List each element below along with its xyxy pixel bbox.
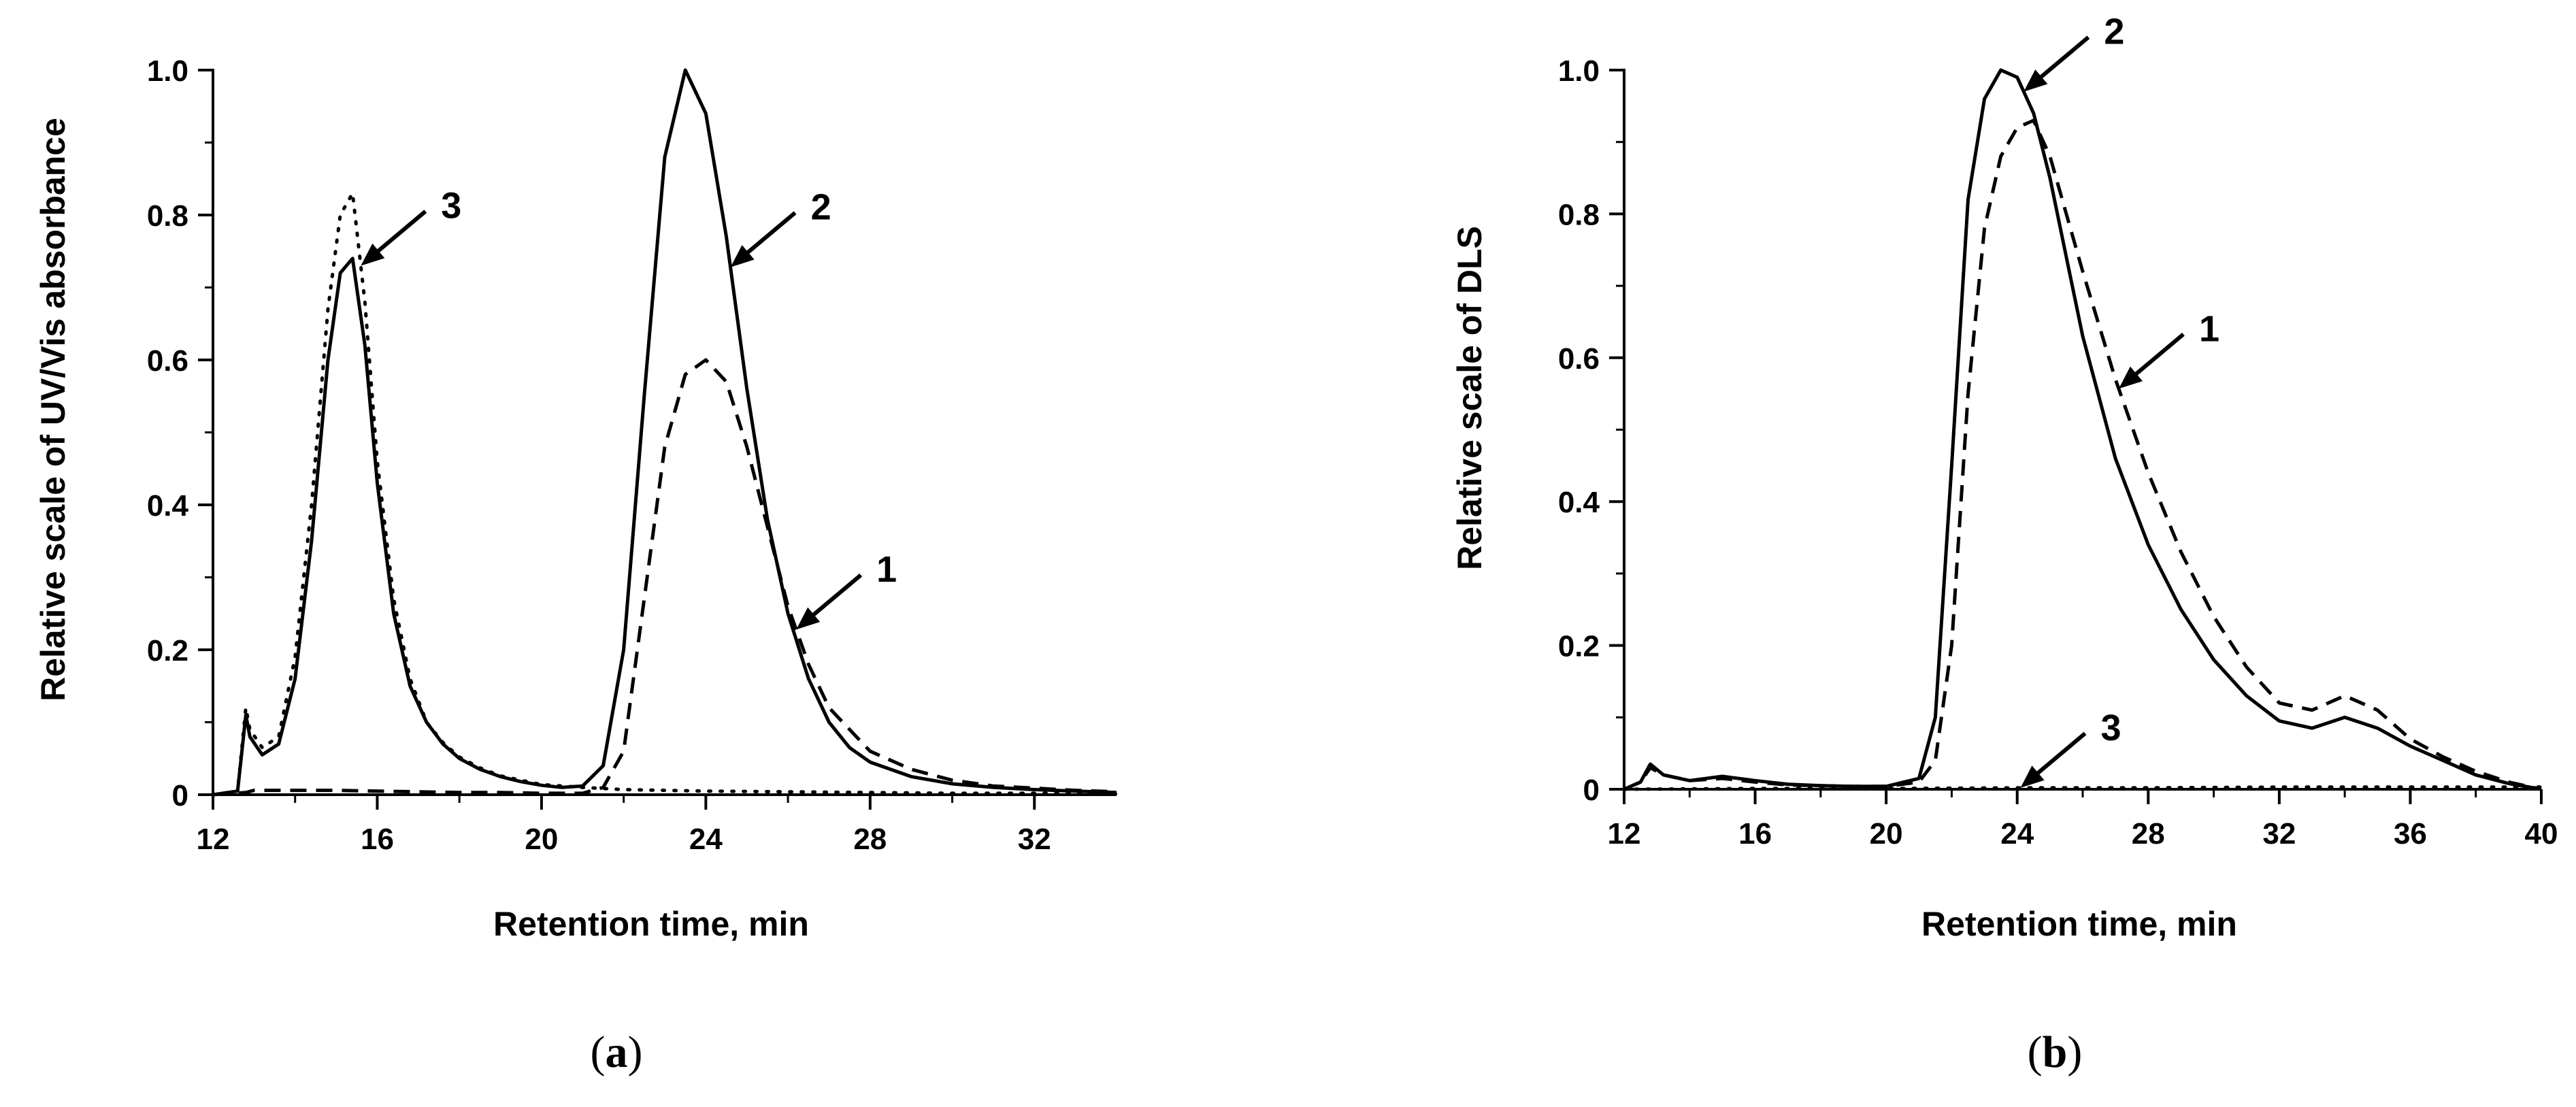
annotation-label-2: 2 (811, 187, 831, 228)
y-tick-label: 1.0 (147, 54, 188, 88)
x-tick-label: 16 (361, 823, 394, 856)
x-tick-label: 40 (2525, 817, 2558, 850)
annotation-arrow-3 (369, 210, 427, 259)
series-line-2 (212, 68, 1117, 797)
annotation-label-2: 2 (2104, 12, 2124, 52)
x-tick-label: 32 (2262, 817, 2296, 850)
x-axis-label-a: Retention time, min (493, 905, 809, 943)
panel-label-b-letter: b (2043, 1027, 2068, 1077)
y-tick-label: 1.0 (1558, 54, 1600, 88)
annotation-label-3: 3 (2101, 708, 2121, 748)
y-axis-label-b: Relative scale of DLS (1451, 226, 1489, 570)
x-axis-label-b: Retention time, min (1921, 905, 2237, 943)
y-tick-label: 0.4 (147, 489, 189, 523)
series-line-1 (1623, 118, 2542, 791)
annotation-label-1: 1 (2199, 308, 2219, 349)
series-line-3 (1622, 785, 2543, 791)
x-tick-label: 20 (525, 823, 558, 856)
panel-label-b: (b) (2028, 1027, 2083, 1077)
x-tick-label: 32 (1018, 823, 1051, 856)
annotation-arrow-3 (2028, 731, 2087, 782)
series-line-2 (1623, 68, 2542, 791)
panel-label-a: (a) (591, 1027, 643, 1077)
annotation-label-1: 1 (876, 549, 897, 590)
y-tick-label: 0.4 (1558, 486, 1600, 519)
panel-label-a-letter: a (606, 1027, 628, 1077)
annotation-arrowhead-2 (730, 245, 755, 267)
annotation-arrow-1 (2127, 332, 2185, 382)
annotation-label-3: 3 (441, 186, 461, 227)
annotation-arrowhead-3 (361, 243, 385, 266)
x-tick-label: 12 (197, 823, 230, 856)
y-tick-label: 0 (172, 779, 188, 812)
y-tick-label: 0.8 (1558, 198, 1600, 231)
x-tick-label: 16 (1738, 817, 1772, 850)
y-axis-label-a: Relative scale of UV/Vis absorbance (34, 118, 72, 701)
series-line-1 (212, 358, 1117, 797)
x-tick-label: 20 (1870, 817, 1903, 850)
y-tick-label: 0.2 (1558, 630, 1600, 663)
x-tick-label: 28 (2132, 817, 2165, 850)
x-tick-label: 24 (689, 823, 723, 856)
annotation-arrow-1 (804, 573, 863, 623)
annotation-arrow-2 (738, 211, 797, 261)
annotation-arrow-2 (2032, 35, 2090, 86)
x-tick-label: 28 (853, 823, 887, 856)
annotation-arrowhead-1 (796, 607, 821, 630)
y-tick-label: 0.6 (147, 344, 188, 378)
series-line-3 (211, 191, 1119, 797)
x-tick-label: 24 (2000, 817, 2034, 850)
y-tick-label: 0.2 (147, 634, 188, 667)
annotation-arrowhead-1 (2119, 366, 2143, 389)
y-tick-label: 0.6 (1558, 342, 1600, 376)
y-tick-label: 0 (1583, 774, 1600, 807)
annotation-arrowhead-3 (2020, 765, 2045, 788)
annotation-arrowhead-2 (2024, 69, 2048, 92)
y-tick-label: 0.8 (147, 199, 188, 233)
x-tick-label: 36 (2394, 817, 2427, 850)
x-tick-label: 12 (1608, 817, 1641, 850)
